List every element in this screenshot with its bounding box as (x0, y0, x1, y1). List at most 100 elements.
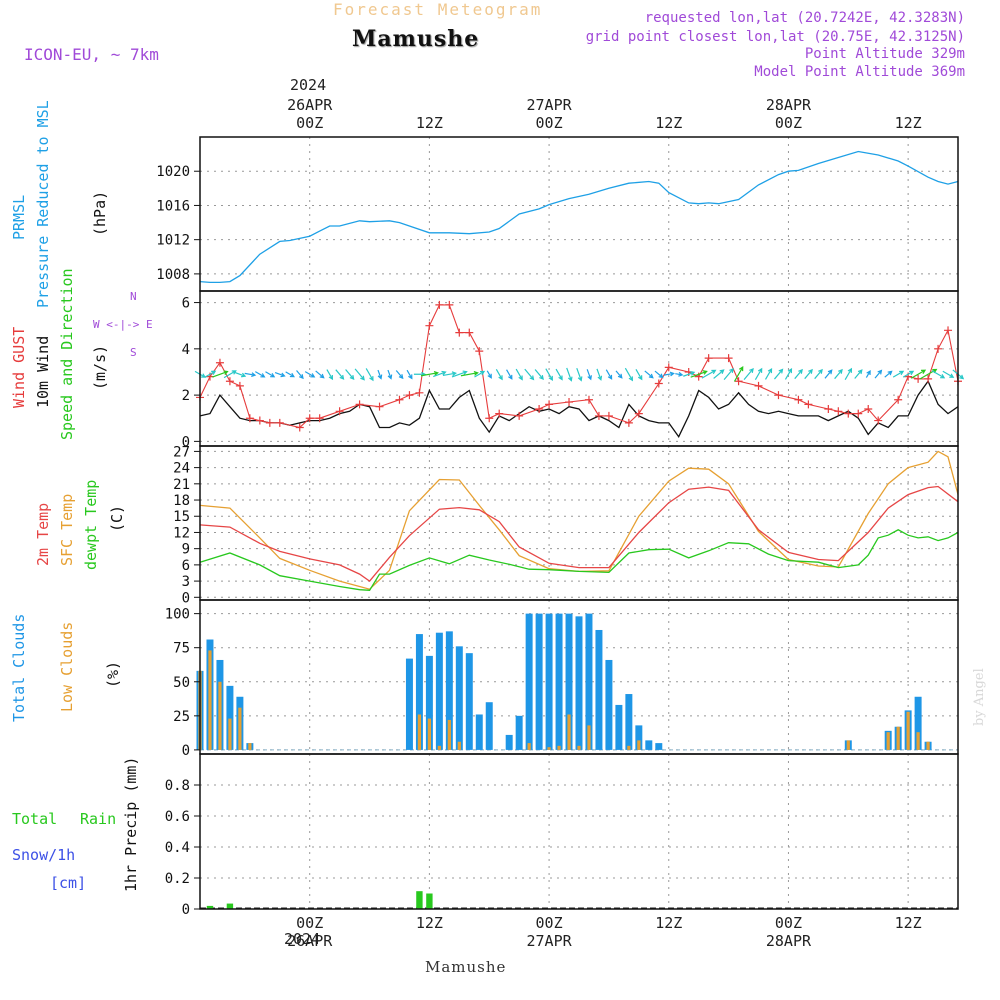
gust-marker (854, 409, 863, 418)
low-cloud-bar (627, 745, 631, 750)
low-cloud-bar (547, 747, 551, 750)
gust-marker (275, 418, 284, 427)
y-tick-label: 75 (173, 641, 190, 657)
wind-direction-arrow (460, 370, 479, 377)
wind-direction-arrow (931, 370, 946, 379)
total-cloud-bar (515, 715, 523, 750)
pressure-label-short: PRMSL (10, 194, 28, 240)
low-cloud-bar (567, 714, 571, 750)
total-cloud-bar (475, 714, 483, 750)
gust-marker (794, 395, 803, 404)
y-tick-label: 6 (182, 558, 190, 574)
gust-marker (704, 354, 713, 363)
wind-direction-arrow (315, 370, 325, 379)
y-tick-label: 0 (182, 590, 190, 606)
total-cloud-bar (505, 734, 513, 750)
compass-north: N (130, 290, 137, 303)
y-tick-label: 0.2 (165, 871, 190, 887)
wind-direction-arrow (624, 367, 633, 382)
wind-direction-arrow (534, 369, 544, 381)
gust-marker (604, 411, 613, 420)
wind-direction-arrow (754, 367, 763, 380)
y-tick-label: 0.4 (165, 840, 190, 856)
rain-bar (416, 891, 423, 909)
total-cloud-bar (565, 613, 573, 750)
wind-direction-arrow (723, 367, 734, 381)
wind-direction-arrow (834, 368, 843, 380)
gust-marker (315, 414, 324, 423)
gust-marker (245, 414, 254, 423)
wind-direction-arrow (274, 372, 286, 378)
wind-direction-arrow (615, 370, 623, 379)
gust-marker (515, 411, 524, 420)
low-cloud-bar (916, 732, 920, 750)
wind-direction-arrow (451, 370, 468, 378)
y-tick-label: 50 (173, 675, 190, 691)
compass-south: S (130, 346, 137, 359)
total-cloud-bar (555, 613, 563, 750)
total-cloud-bar (645, 740, 653, 750)
wind-direction-arrow (354, 368, 365, 381)
gust-marker (405, 391, 414, 400)
low-clouds-label: Low Clouds (58, 621, 76, 712)
bottom-date-label: 27APR (527, 932, 573, 950)
gust-marker (664, 363, 673, 372)
wind-direction-arrow (690, 370, 708, 378)
gust-marker (255, 416, 264, 425)
gust-marker (594, 411, 603, 420)
wind-direction-arrow (223, 370, 237, 379)
low-cloud-bar (886, 732, 890, 750)
temp-unit: (C) (108, 504, 126, 532)
y-tick-label: 1008 (156, 267, 190, 283)
gust-marker (774, 391, 783, 400)
wind-direction-arrow (474, 370, 486, 378)
low-cloud-bar (228, 718, 232, 750)
y-tick-label: 1016 (156, 198, 190, 214)
y-tick-label: 100 (165, 607, 190, 623)
low-cloud-bar (906, 711, 910, 750)
low-cloud-bar (557, 745, 561, 750)
sfc-temp-label: SFC Temp (58, 493, 76, 566)
total-cloud-bar (435, 632, 443, 750)
clouds-unit: (%) (104, 660, 122, 688)
gust-marker (924, 374, 933, 383)
wind-direction-arrow (814, 368, 823, 380)
total-cloud-bar (445, 631, 453, 750)
panel-frame (199, 445, 959, 601)
total-cloud-bar (655, 743, 663, 750)
wind-direction-arrow (406, 369, 413, 380)
frame-layer (199, 136, 959, 910)
low-cloud-bar (248, 743, 252, 750)
y-tick-label: 4 (182, 342, 190, 358)
wind-direction-arrow (713, 369, 725, 379)
bottom-hour-label: 00Z (296, 914, 323, 932)
wind-direction-arrow (566, 367, 573, 382)
y-tick-label: 1012 (156, 233, 190, 249)
low-cloud-bar (437, 745, 441, 750)
gust-marker (754, 381, 763, 390)
wind-direction-arrow (545, 368, 553, 381)
wind-direction-arrow (495, 369, 503, 381)
top-hour-label: 12Z (895, 114, 922, 132)
rain-bar (226, 903, 234, 909)
top-hour-label: 00Z (536, 114, 563, 132)
wind-direction-arrow (234, 371, 247, 378)
low-cloud-bar (637, 740, 641, 750)
wind-direction-arrow (663, 371, 675, 377)
wind-direction-arrow (942, 370, 955, 378)
total-cloud-bar (914, 696, 922, 750)
wind-direction-arrow (902, 370, 915, 378)
wind-direction-arrow (433, 370, 447, 378)
total-cloud-bar (425, 655, 433, 750)
wind-direction-arrow (254, 371, 266, 378)
wind-direction-arrow (586, 369, 592, 381)
gust-marker (864, 404, 873, 413)
precip-axis-label: 1hr Precip (mm) (122, 756, 140, 892)
gust-marker (305, 414, 314, 423)
y-tick-label: 15 (173, 509, 190, 525)
gust-marker (215, 358, 224, 367)
gust-marker (894, 395, 903, 404)
wind-direction-arrow (844, 367, 853, 380)
mark-layer (194, 150, 965, 909)
wind-direction-arrow (365, 368, 374, 382)
